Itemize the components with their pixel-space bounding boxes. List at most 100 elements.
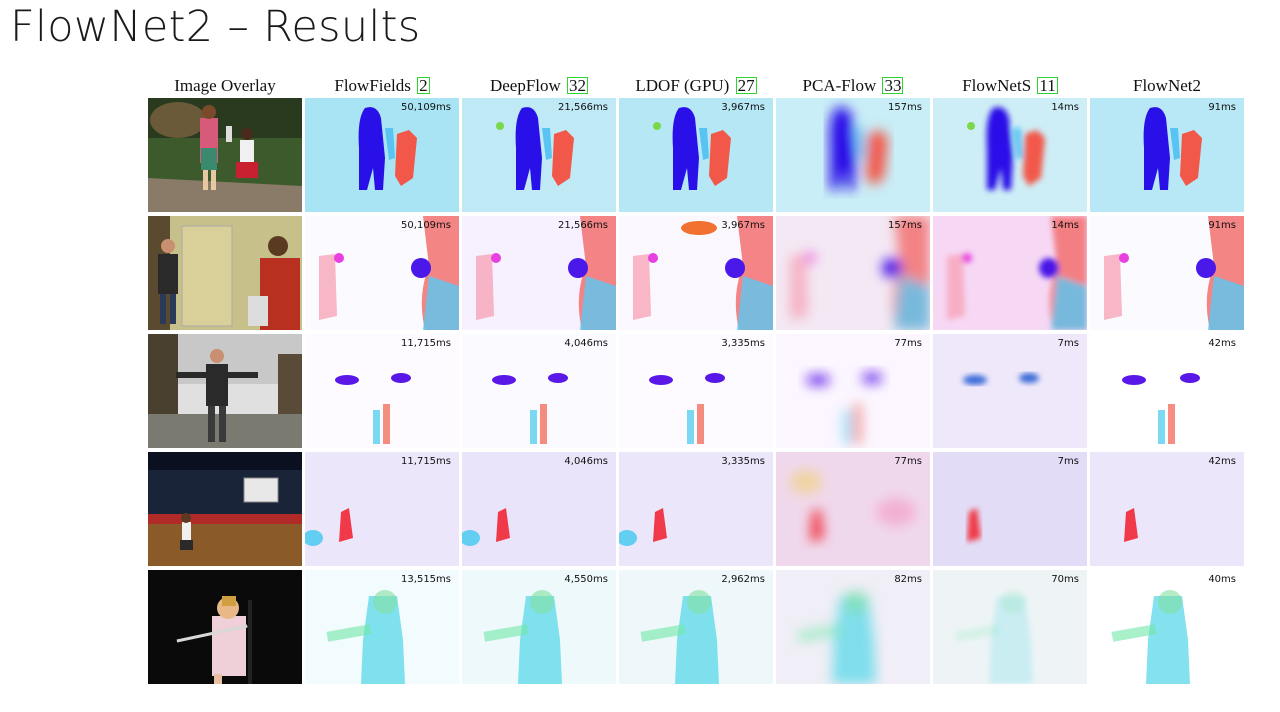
runtime-label: 4,046ms	[564, 456, 608, 467]
runtime-label: 2,962ms	[721, 574, 765, 585]
flow-result-image: 11,715ms	[305, 452, 459, 566]
runtime-label: 21,566ms	[558, 102, 608, 113]
citation-link[interactable]: 11	[1037, 76, 1058, 95]
overlay-photo	[148, 334, 302, 448]
flow-field	[305, 334, 459, 448]
column-header-flownets: FlowNetS 11	[933, 74, 1087, 98]
overlay-image	[148, 216, 302, 330]
runtime-label: 77ms	[894, 456, 922, 467]
flow-field	[776, 570, 930, 684]
flow-field	[305, 216, 459, 330]
flow-field	[1090, 216, 1244, 330]
flow-field	[776, 98, 930, 212]
runtime-label: 50,109ms	[401, 220, 451, 231]
runtime-label: 13,515ms	[401, 574, 451, 585]
citation-link[interactable]: 2	[417, 76, 430, 95]
overlay-photo	[148, 452, 302, 566]
flow-result-image: 7ms	[933, 452, 1087, 566]
flow-field	[933, 570, 1087, 684]
flow-result-image: 3,967ms	[619, 216, 773, 330]
runtime-label: 7ms	[1057, 338, 1079, 349]
flow-result-image: 13,515ms	[305, 570, 459, 684]
flow-result-image: 21,566ms	[462, 216, 616, 330]
flow-field	[619, 452, 773, 566]
runtime-label: 14ms	[1051, 102, 1079, 113]
flow-field	[462, 452, 616, 566]
overlay-image	[148, 98, 302, 212]
column-headers: Image Overlay FlowFields 2 DeepFlow 32 L…	[148, 74, 1244, 98]
runtime-label: 4,550ms	[564, 574, 608, 585]
runtime-label: 4,046ms	[564, 338, 608, 349]
flow-field	[462, 98, 616, 212]
flow-result-image: 3,335ms	[619, 334, 773, 448]
runtime-label: 7ms	[1057, 456, 1079, 467]
runtime-label: 14ms	[1051, 220, 1079, 231]
runtime-label: 157ms	[887, 220, 922, 231]
flow-result-image: 42ms	[1090, 334, 1244, 448]
column-header-image-overlay: Image Overlay	[148, 74, 302, 98]
flow-field	[933, 98, 1087, 212]
flow-result-image: 4,046ms	[462, 334, 616, 448]
runtime-label: 157ms	[887, 102, 922, 113]
flow-result-image: 3,335ms	[619, 452, 773, 566]
runtime-label: 11,715ms	[401, 456, 451, 467]
flow-field	[619, 570, 773, 684]
flow-field	[462, 334, 616, 448]
overlay-image	[148, 570, 302, 684]
citation-link[interactable]: 27	[735, 76, 757, 95]
column-header-ldof: LDOF (GPU) 27	[619, 74, 773, 98]
runtime-label: 3,967ms	[721, 102, 765, 113]
runtime-label: 3,335ms	[721, 338, 765, 349]
flow-field	[619, 98, 773, 212]
column-label: DeepFlow	[489, 76, 561, 95]
runtime-label: 82ms	[894, 574, 922, 585]
overlay-photo	[148, 216, 302, 330]
flow-result-image: 77ms	[776, 452, 930, 566]
flow-result-image: 157ms	[776, 98, 930, 212]
flow-result-image: 11,715ms	[305, 334, 459, 448]
column-header-flownet2: FlowNet2	[1090, 74, 1244, 98]
flow-result-image: 91ms	[1090, 98, 1244, 212]
flow-result-image: 40ms	[1090, 570, 1244, 684]
runtime-label: 91ms	[1208, 102, 1236, 113]
flow-result-image: 70ms	[933, 570, 1087, 684]
flow-result-image: 82ms	[776, 570, 930, 684]
column-header-flowfields: FlowFields 2	[305, 74, 459, 98]
runtime-label: 21,566ms	[558, 220, 608, 231]
flow-field	[1090, 334, 1244, 448]
flow-result-image: 3,967ms	[619, 98, 773, 212]
runtime-label: 50,109ms	[401, 102, 451, 113]
results-figure: Image Overlay FlowFields 2 DeepFlow 32 L…	[148, 74, 1244, 690]
flow-field	[933, 216, 1087, 330]
column-header-pca-flow: PCA-Flow 33	[776, 74, 930, 98]
flow-field	[933, 452, 1087, 566]
column-label: PCA-Flow	[802, 76, 877, 95]
column-label: Image Overlay	[174, 76, 276, 95]
flow-field	[1090, 570, 1244, 684]
runtime-label: 3,335ms	[721, 456, 765, 467]
flow-field	[305, 570, 459, 684]
flow-field	[776, 452, 930, 566]
flow-field	[933, 334, 1087, 448]
runtime-label: 3,967ms	[721, 220, 765, 231]
flow-field	[776, 216, 930, 330]
runtime-label: 70ms	[1051, 574, 1079, 585]
citation-link[interactable]: 32	[567, 76, 589, 95]
flow-result-image: 7ms	[933, 334, 1087, 448]
flow-field	[776, 334, 930, 448]
runtime-label: 42ms	[1208, 338, 1236, 349]
slide-title: FlowNet2 – Results	[10, 2, 421, 52]
column-label: LDOF (GPU)	[635, 76, 730, 95]
flow-field	[305, 98, 459, 212]
flow-result-image: 14ms	[933, 216, 1087, 330]
runtime-label: 11,715ms	[401, 338, 451, 349]
flow-field	[462, 570, 616, 684]
runtime-label: 91ms	[1208, 220, 1236, 231]
flow-field	[305, 452, 459, 566]
flow-result-image: 77ms	[776, 334, 930, 448]
flow-result-image: 14ms	[933, 98, 1087, 212]
citation-link[interactable]: 33	[882, 76, 904, 95]
column-label: FlowFields	[334, 76, 411, 95]
overlay-image	[148, 334, 302, 448]
flow-field	[1090, 98, 1244, 212]
